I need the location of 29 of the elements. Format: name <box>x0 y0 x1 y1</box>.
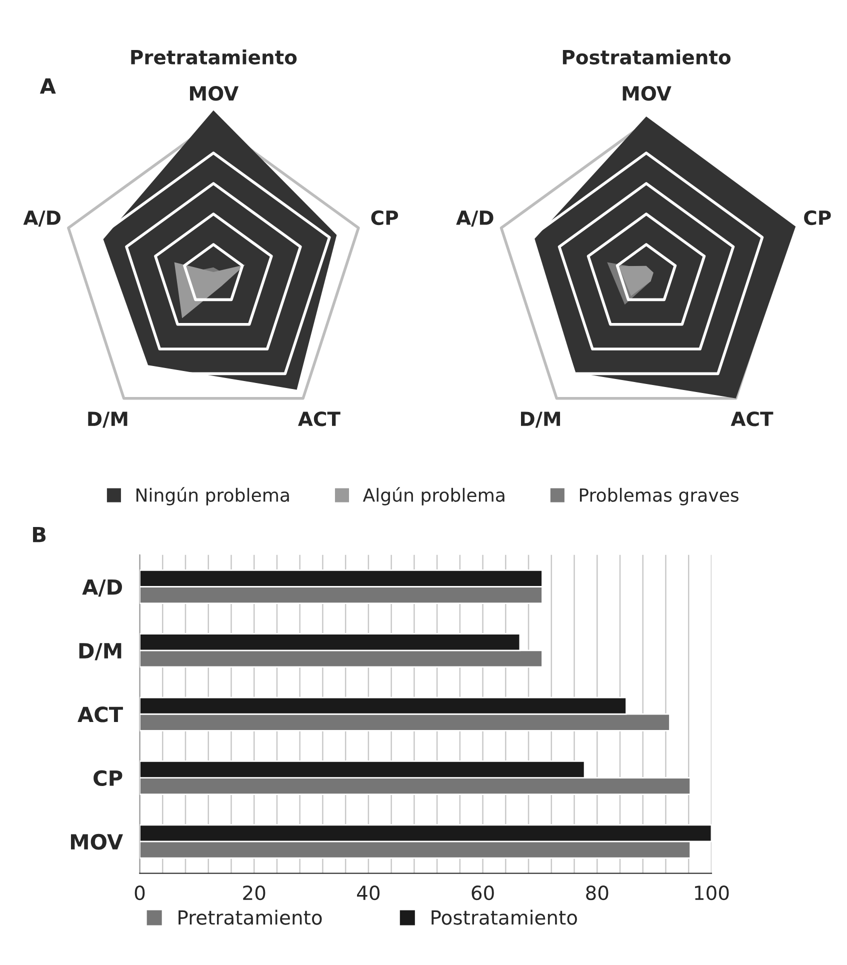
x-tick-label: 60 <box>472 885 494 900</box>
legend-label: Postratamiento <box>432 910 577 925</box>
spoke-label: A/D <box>456 210 494 227</box>
spoke-label: ACT <box>730 412 774 426</box>
y-tick-label: D/M <box>79 643 122 660</box>
chart-title: Postratamiento <box>562 49 731 65</box>
spoke-label: D/M <box>521 412 560 428</box>
legend-label: Problemas graves <box>580 488 738 506</box>
y-tick-label: ACT <box>78 706 123 722</box>
x-tick-label: 100 <box>695 885 729 900</box>
spoke-label: MOV <box>622 86 672 101</box>
spoke-label: CP <box>804 210 831 226</box>
chart-title: Pretratamiento <box>131 49 297 65</box>
spoke-label: CP <box>371 210 398 226</box>
spoke-label: ACT <box>298 412 340 426</box>
legend-label: Algún problema <box>362 487 504 506</box>
y-tick-label: CP <box>94 770 122 786</box>
y-tick-label: MOV <box>70 834 123 850</box>
x-tick-label: 40 <box>357 885 380 900</box>
text: B <box>33 526 46 542</box>
x-tick-label: 80 <box>586 885 608 900</box>
spoke-label: MOV <box>190 86 239 101</box>
legend-label: Ningún problema <box>136 487 289 506</box>
legend-label: Pretratamiento <box>178 910 322 925</box>
x-tick-label: 0 <box>134 885 145 900</box>
x-tick-label: 20 <box>243 885 266 900</box>
y-tick-label: A/D <box>82 579 122 597</box>
spoke-label: A/D <box>23 210 60 227</box>
text: A <box>40 78 56 94</box>
